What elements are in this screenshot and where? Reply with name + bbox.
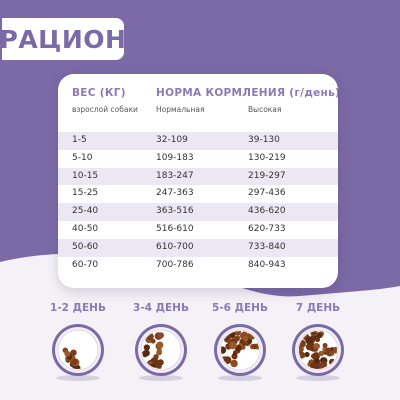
transition-day-3: 5-6 ДЕНЬ [200, 302, 280, 314]
table-row: 50-60 610-700 733-840 [58, 238, 338, 257]
high-cell: 733-840 [248, 241, 286, 252]
normal-column-header: Нормальная [156, 105, 205, 114]
normal-cell: 109-183 [156, 152, 194, 163]
food-bowl-icon [52, 324, 104, 381]
table-row: 10-15 183-247 219-297 [58, 167, 338, 186]
normal-cell: 363-516 [156, 206, 194, 217]
day-label: 1-2 ДЕНЬ [50, 302, 106, 314]
normal-cell: 183-247 [156, 170, 194, 181]
table-row: 40-50 516-610 620-733 [58, 221, 338, 239]
weight-cell: 25-40 [72, 206, 99, 217]
food-bowl-icon [214, 324, 266, 381]
table-row: 5-10 109-183 130-219 [58, 150, 338, 168]
weight-cell: 5-10 [72, 152, 93, 163]
norm-header: НОРМА КОРМЛЕНИЯ (г/день) [156, 87, 338, 99]
transition-day-4: 7 ДЕНЬ [278, 302, 358, 314]
high-cell: 436-620 [248, 206, 286, 217]
food-bowl-icon [135, 324, 187, 381]
table-row: 15-25 247-363 297-436 [58, 185, 338, 203]
high-cell: 219-297 [248, 170, 286, 181]
food-bowl-icon [292, 324, 344, 381]
weight-cell: 60-70 [72, 259, 99, 270]
weight-cell: 10-15 [72, 170, 99, 181]
transition-day-1: 1-2 ДЕНЬ [38, 302, 118, 314]
normal-cell: 247-363 [156, 188, 194, 199]
weight-cell: 1-5 [72, 135, 87, 145]
day-label: 5-6 ДЕНЬ [212, 302, 268, 314]
weight-cell: 50-60 [72, 241, 99, 252]
high-cell: 840-943 [248, 259, 286, 270]
feeding-table: ВЕС (КГ) взрослой собаки НОРМА КОРМЛЕНИЯ… [58, 74, 338, 288]
high-column-header: Высокая [248, 105, 282, 114]
normal-cell: 32-109 [156, 135, 188, 145]
normal-cell: 610-700 [156, 241, 194, 252]
table-row: 60-70 700-786 840-943 [58, 257, 338, 275]
table-body: 1-5 32-109 39-130 5-10 109-183 130-219 1… [58, 132, 338, 274]
normal-cell: 516-610 [156, 223, 194, 234]
table-row: 1-5 32-109 39-130 [58, 132, 338, 150]
weight-cell: 15-25 [72, 188, 99, 199]
day-label: 3-4 ДЕНЬ [133, 302, 189, 314]
day-label: 7 ДЕНЬ [295, 302, 341, 314]
transition-day-2: 3-4 ДЕНЬ [121, 302, 201, 314]
high-cell: 297-436 [248, 188, 286, 199]
title-banner: РАЦИОН [0, 18, 127, 60]
weight-header: ВЕС (КГ) [72, 87, 126, 99]
normal-cell: 700-786 [156, 259, 194, 270]
high-cell: 620-733 [248, 223, 286, 234]
table-row: 25-40 363-516 436-620 [58, 203, 338, 221]
weight-subheader: взрослой собаки [72, 105, 138, 114]
weight-cell: 40-50 [72, 223, 99, 234]
high-cell: 39-130 [248, 135, 280, 145]
high-cell: 130-219 [248, 152, 286, 163]
page-title: РАЦИОН [0, 24, 127, 54]
